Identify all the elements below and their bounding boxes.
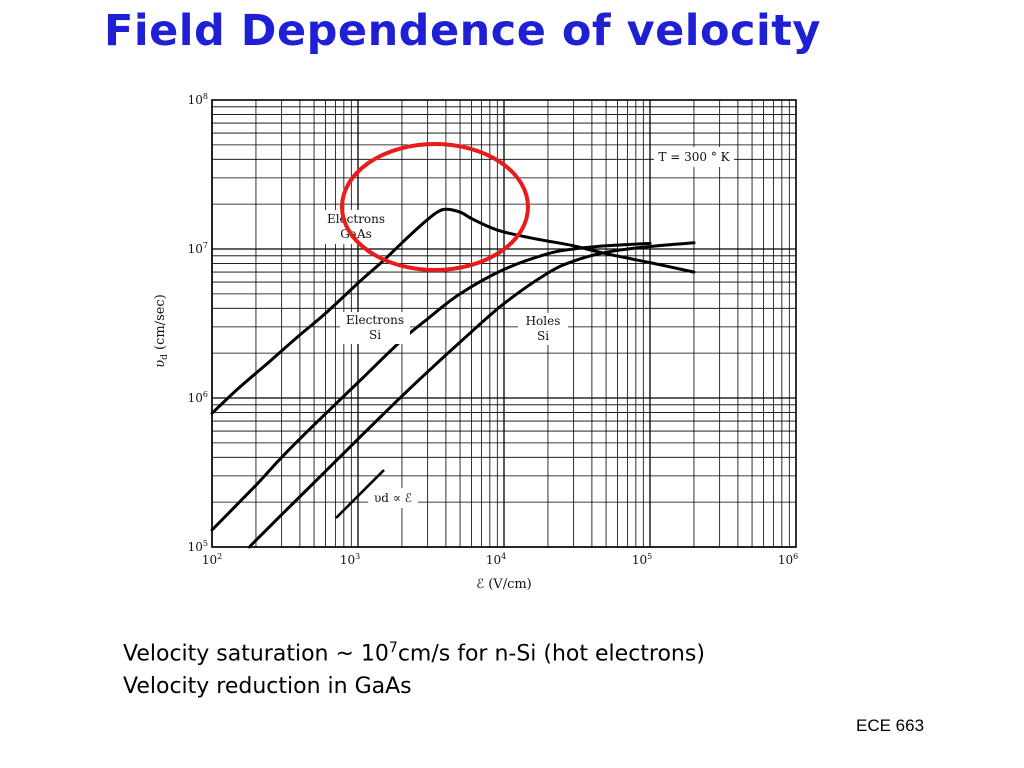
note-1-pre: Velocity saturation ~ 10 — [123, 641, 389, 667]
series-label-holes-si: Holes Si — [518, 313, 568, 345]
x-tick-label: 102 — [202, 552, 222, 567]
x-tick-label: 104 — [486, 552, 506, 567]
proportional-slope-line — [335, 469, 385, 519]
y-axis-label-sub: d — [160, 354, 170, 360]
y-axis-label-unit: (cm/sec) — [153, 294, 168, 354]
y-tick-label: 108 — [188, 92, 208, 107]
label-line: Holes — [526, 314, 561, 328]
label-line: Si — [369, 328, 381, 342]
label-line: Si — [537, 329, 549, 343]
temperature-box — [654, 147, 734, 167]
chart-grid — [211, 100, 796, 548]
y-tick-label: 106 — [188, 390, 208, 405]
temperature-annotation: T = 300 ° K — [658, 150, 730, 164]
y-axis-label: υd (cm/sec) — [153, 294, 170, 368]
footer-course: ECE 663 — [856, 716, 925, 735]
tick-labels: 102 103 104 105 106 105 106 107 108 — [188, 92, 799, 567]
highlight-circle — [340, 142, 530, 272]
x-tick-label: 103 — [340, 552, 360, 567]
x-tick-label: 105 — [632, 552, 652, 567]
note-1-sup: 7 — [388, 640, 398, 656]
y-axis-label-var: υ — [153, 360, 168, 368]
label-line: Electrons — [327, 212, 385, 226]
label-line: Electrons — [346, 313, 404, 327]
note-velocity-saturation: Velocity saturation ~ 107cm/s for n-Si (… — [123, 640, 705, 666]
note-1-post: cm/s for n-Si (hot electrons) — [397, 641, 705, 667]
y-tick-label: 105 — [188, 539, 208, 554]
series-label-electrons-si: Electrons Si — [340, 312, 410, 344]
series-layer — [210, 207, 696, 549]
x-tick-label: 106 — [778, 552, 798, 567]
plot-frame — [211, 99, 797, 548]
y-tick-label: 107 — [188, 241, 208, 256]
series-holes-si — [247, 241, 696, 549]
series-electrons-si — [210, 241, 652, 532]
x-axis-label: ℰ (V/cm) — [476, 577, 532, 592]
proportional-box — [368, 488, 418, 508]
series-electrons-gaas — [210, 207, 696, 415]
proportional-annotation: υd ∝ ℰ — [374, 491, 412, 505]
slide-title: Field Dependence of velocity — [104, 6, 821, 56]
note-velocity-reduction: Velocity reduction in GaAs — [123, 674, 412, 699]
